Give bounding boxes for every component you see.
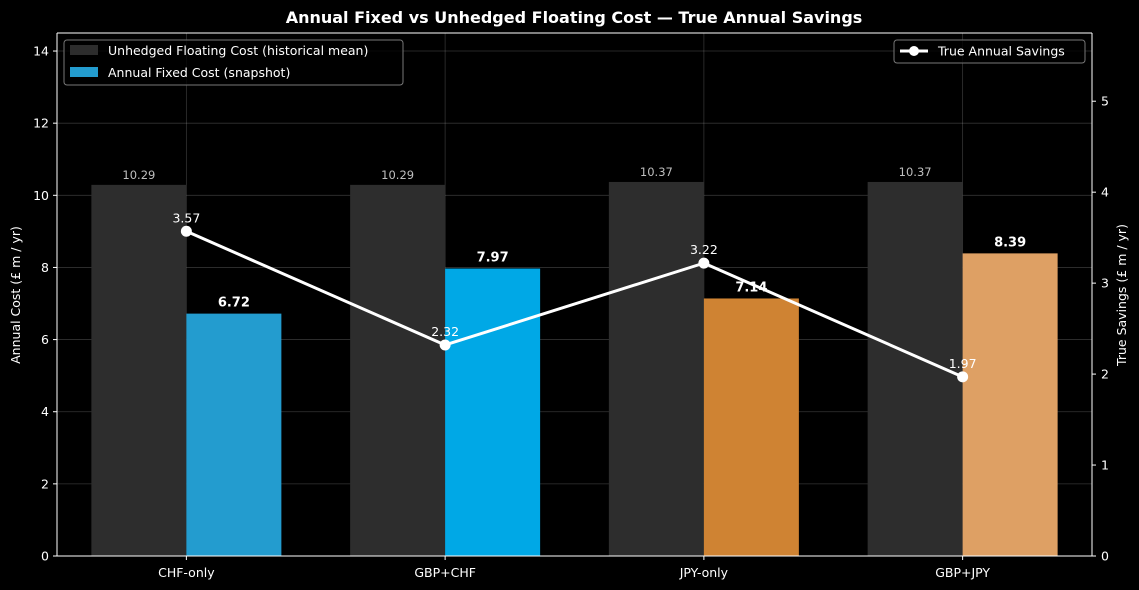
x-tick-label: CHF-only	[158, 565, 215, 580]
y-tick-label: 6	[41, 332, 49, 347]
y-tick-label: 2	[41, 476, 49, 491]
floating-value-label: 10.37	[640, 165, 673, 179]
savings-point	[180, 225, 192, 237]
y2-tick-label: 1	[1101, 458, 1109, 473]
legend-right: True Annual Savings	[893, 39, 1086, 64]
y-axis-title: Annual Cost (£ m / yr)	[8, 226, 23, 364]
savings-line	[180, 225, 969, 383]
bars	[91, 181, 1058, 556]
savings-point	[439, 339, 451, 351]
savings-point	[957, 371, 969, 383]
x-tick-label: GBP+JPY	[935, 565, 990, 580]
legend-swatch-fixed	[70, 67, 98, 77]
legend-left-box	[63, 39, 404, 86]
legend-swatch-savings-marker	[909, 46, 919, 56]
y2-tick-label: 3	[1101, 276, 1109, 291]
y2-tick-label: 5	[1101, 94, 1109, 109]
floating-value-label: 10.29	[122, 168, 155, 182]
x-tick-label: GBP+CHF	[414, 565, 476, 580]
fixed-value-label: 6.72	[218, 296, 250, 311]
savings-value-label: 2.32	[431, 324, 459, 339]
y-tick-label: 4	[41, 404, 49, 419]
fixed-value-label: 7.14	[735, 280, 767, 295]
y-tick-label: 12	[33, 116, 49, 131]
legend-swatch-floating	[70, 45, 98, 55]
bar-fixed-gbp-chf	[445, 268, 541, 556]
legend-right-box	[893, 39, 1086, 64]
savings-polyline	[185, 229, 964, 379]
data-labels: 10.29 6.72 10.29 7.97 10.37 7.14 10.37 8.39 3.57…	[122, 165, 1026, 371]
legend-left: Unhedged Floating Cost (historical mean)…	[63, 39, 404, 86]
y-tick-label: 14	[33, 44, 49, 59]
y2-tick-label: 0	[1101, 549, 1109, 564]
floating-value-label: 10.29	[381, 168, 414, 182]
y2-tick-label: 2	[1101, 367, 1109, 382]
bar-fixed-chf-only	[186, 313, 282, 556]
fixed-value-label: 8.39	[994, 235, 1026, 250]
y-tick-label: 10	[33, 188, 49, 203]
y-tick-label: 0	[41, 549, 49, 564]
legend-label-floating: Unhedged Floating Cost (historical mean)	[108, 43, 368, 58]
bar-fixed-jpy-only	[703, 298, 799, 556]
bar-fixed-gbp-jpy	[962, 253, 1058, 556]
savings-point	[698, 257, 710, 269]
x-tick-label: JPY-only	[679, 565, 729, 580]
bar-floating-gbp-chf	[350, 184, 446, 556]
y2-tick-label: 4	[1101, 185, 1109, 200]
legend-label-fixed: Annual Fixed Cost (snapshot)	[108, 65, 290, 80]
floating-value-label: 10.37	[899, 165, 932, 179]
legend-label-savings: True Annual Savings	[937, 44, 1065, 59]
y2-axis-title: True Savings (£ m / yr)	[1114, 224, 1129, 367]
chart-title: Annual Fixed vs Unhedged Floating Cost —…	[286, 8, 863, 27]
bar-floating-chf-only	[91, 184, 187, 556]
fixed-value-label: 7.97	[477, 251, 509, 266]
savings-value-label: 3.22	[690, 242, 718, 257]
savings-value-label: 1.97	[949, 356, 977, 371]
y-tick-label: 8	[41, 260, 49, 275]
savings-value-label: 3.57	[172, 210, 200, 225]
bar-floating-jpy-only	[608, 181, 704, 556]
